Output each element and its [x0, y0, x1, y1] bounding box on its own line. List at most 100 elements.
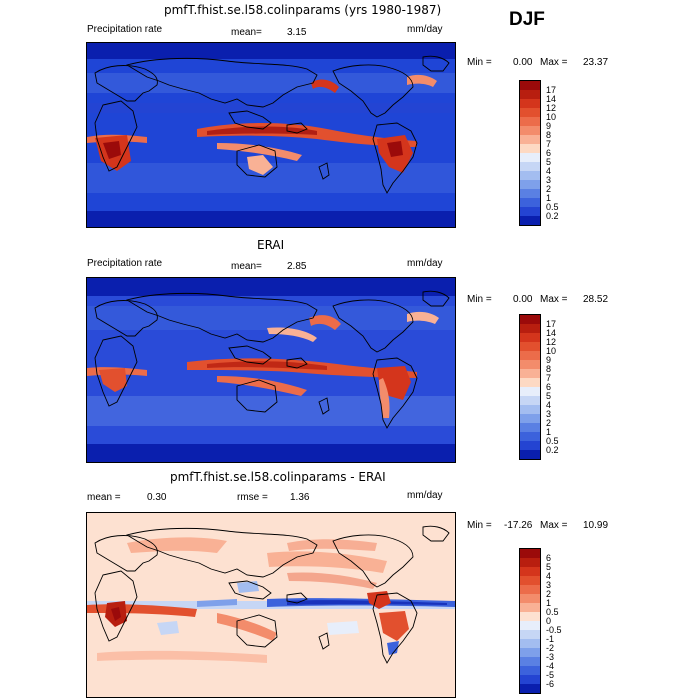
- colorbar-tick-label: 0.5: [546, 436, 559, 446]
- season-label: DJF: [509, 9, 545, 30]
- colorbar-swatch: [520, 639, 540, 648]
- panel1-units: mm/day: [407, 24, 443, 35]
- panel2-units: mm/day: [407, 258, 443, 269]
- panel3-rmse-label: rmse =: [237, 492, 268, 503]
- panel2-mean-value: 2.85: [287, 261, 307, 272]
- panel2-max-label: Max =: [540, 294, 568, 305]
- panel1-max-label: Max =: [540, 57, 568, 68]
- colorbar-swatch: [520, 594, 540, 603]
- colorbar-tick-label: 6: [546, 553, 552, 563]
- panel2-precip-map: [86, 277, 456, 463]
- panel3-max-label: Max =: [540, 520, 568, 531]
- colorbar-swatch: [520, 108, 540, 117]
- colorbar-tick-label: 4: [546, 400, 552, 410]
- colorbar-swatch: [520, 405, 540, 414]
- colorbar-swatch: [520, 369, 540, 378]
- colorbar-swatch: [520, 144, 540, 153]
- colorbar-swatch: [520, 207, 540, 216]
- colorbar-swatch: [520, 567, 540, 576]
- colorbar-tick-label: 1: [546, 427, 552, 437]
- panel3-min-value: -17.26: [504, 520, 533, 531]
- panel1-variable-label: Precipitation rate: [87, 24, 163, 35]
- colorbar-swatch: [520, 396, 540, 405]
- colorbar-tick-label: 4: [546, 166, 552, 176]
- colorbar-swatch: [520, 666, 540, 675]
- colorbar-tick-label: 2: [546, 184, 552, 194]
- colorbar-swatch: [520, 387, 540, 396]
- colorbar-tick-label: 9: [546, 121, 552, 131]
- colorbar-tick-label: 0: [546, 616, 552, 626]
- colorbar-tick-label: -1: [546, 634, 555, 644]
- colorbar-swatch: [520, 675, 540, 684]
- colorbar-tick-label: 0.2: [546, 211, 559, 221]
- colorbar-swatch: [520, 198, 540, 207]
- panel3-mean-label: mean =: [87, 492, 121, 503]
- colorbar-swatch: [520, 612, 540, 621]
- colorbar-swatch: [520, 630, 540, 639]
- colorbar-swatch: [520, 216, 540, 225]
- colorbar-swatch: [520, 648, 540, 657]
- colorbar-tick-label: 14: [546, 94, 557, 104]
- colorbar-swatch: [520, 189, 540, 198]
- panel2-colorbar: [519, 314, 541, 460]
- colorbar-tick-label: 12: [546, 103, 557, 113]
- colorbar-tick-label: 2: [546, 418, 552, 428]
- colorbar-tick-label: 7: [546, 373, 552, 383]
- colorbar-swatch: [520, 99, 540, 108]
- panel1-colorbar: [519, 80, 541, 226]
- panel3-units: mm/day: [407, 490, 443, 501]
- colorbar-tick-label: -2: [546, 643, 555, 653]
- colorbar-swatch: [520, 432, 540, 441]
- panel2-mean-label: mean=: [231, 261, 262, 272]
- colorbar-swatch: [520, 684, 540, 693]
- panel3-min-label: Min =: [467, 520, 492, 531]
- panel1-min-label: Min =: [467, 57, 492, 68]
- panel3-colorbar: [519, 548, 541, 694]
- colorbar-tick-label: 0.2: [546, 445, 559, 455]
- colorbar-swatch: [520, 423, 540, 432]
- colorbar-tick-label: 3: [546, 175, 552, 185]
- colorbar-tick-label: 17: [546, 319, 557, 329]
- panel2-min-value: 0.00: [513, 294, 533, 305]
- colorbar-tick-label: 10: [546, 346, 557, 356]
- colorbar-swatch: [520, 324, 540, 333]
- colorbar-swatch: [520, 315, 540, 324]
- colorbar-tick-label: 1: [546, 193, 552, 203]
- panel3-difference-map: [86, 512, 456, 698]
- colorbar-swatch: [520, 603, 540, 612]
- colorbar-swatch: [520, 171, 540, 180]
- colorbar-tick-label: 0.5: [546, 202, 559, 212]
- colorbar-swatch: [520, 333, 540, 342]
- colorbar-swatch: [520, 81, 540, 90]
- colorbar-tick-label: -0.5: [546, 625, 562, 635]
- panel1-mean-label: mean=: [231, 27, 262, 38]
- colorbar-tick-label: 6: [546, 382, 552, 392]
- colorbar-swatch: [520, 117, 540, 126]
- colorbar-swatch: [520, 621, 540, 630]
- colorbar-tick-label: 9: [546, 355, 552, 365]
- colorbar-swatch: [520, 378, 540, 387]
- colorbar-tick-label: -3: [546, 652, 555, 662]
- panel3-rmse-value: 1.36: [290, 492, 310, 503]
- colorbar-tick-label: 4: [546, 571, 552, 581]
- colorbar-swatch: [520, 180, 540, 189]
- colorbar-tick-label: 5: [546, 562, 552, 572]
- colorbar-swatch: [520, 549, 540, 558]
- colorbar-tick-label: 5: [546, 157, 552, 167]
- colorbar-swatch: [520, 162, 540, 171]
- panel3-mean-value: 0.30: [147, 492, 167, 503]
- panel1-min-value: 0.00: [513, 57, 533, 68]
- panel1-mean-value: 3.15: [287, 27, 307, 38]
- panel1-max-value: 23.37: [583, 57, 609, 68]
- colorbar-tick-label: 8: [546, 130, 552, 140]
- panel2-title: ERAI: [257, 238, 285, 252]
- colorbar-swatch: [520, 126, 540, 135]
- panel1-title: pmfT.fhist.se.l58.colinparams (yrs 1980-…: [164, 3, 442, 17]
- colorbar-tick-label: -6: [546, 679, 555, 689]
- colorbar-swatch: [520, 414, 540, 423]
- colorbar-tick-label: 2: [546, 589, 552, 599]
- colorbar-swatch: [520, 441, 540, 450]
- panel1-precip-map: [86, 42, 456, 228]
- colorbar-swatch: [520, 585, 540, 594]
- colorbar-swatch: [520, 657, 540, 666]
